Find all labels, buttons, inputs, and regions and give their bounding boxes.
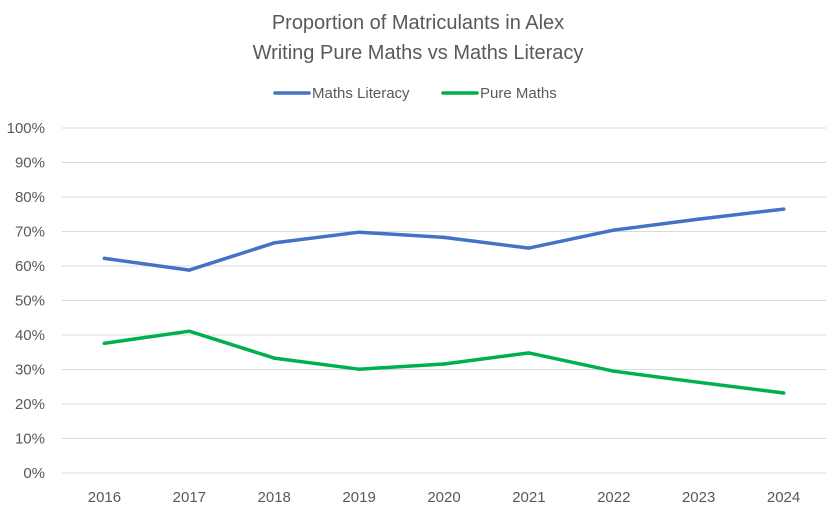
data-point-pure-maths-2018 [272, 356, 276, 360]
gridlines [62, 127, 826, 474]
chart-title-line-2: Writing Pure Maths vs Maths Literacy [253, 42, 584, 64]
data-point-maths-literacy-2023 [696, 217, 701, 221]
y-tick-label: 30% [15, 362, 45, 379]
data-point-maths-literacy-2017 [187, 268, 192, 272]
y-tick-label: 20% [15, 396, 45, 413]
legend-item-maths-literacy: Maths Literacy [273, 85, 410, 102]
data-point-pure-maths-2019 [357, 367, 361, 371]
data-point-maths-literacy-2016 [102, 256, 107, 261]
data-point-pure-maths-2020 [442, 362, 446, 366]
x-tick-label-2024: 2024 [767, 489, 800, 506]
x-tick-label-2016: 2016 [88, 489, 121, 506]
chart-title: Proportion of Matriculants in Alex Writi… [253, 12, 584, 64]
y-tick-label: 10% [15, 431, 45, 448]
y-tick-label: 80% [15, 189, 45, 206]
x-tick-label-2022: 2022 [597, 489, 630, 506]
data-point-maths-literacy-2019 [357, 230, 361, 234]
data-point-pure-maths-2022 [612, 369, 616, 373]
legend-label-maths-literacy: Maths Literacy [312, 85, 410, 102]
x-tick-label-2018: 2018 [258, 489, 291, 506]
data-point-maths-literacy-2021 [527, 246, 531, 250]
series-line-pure-maths [102, 329, 786, 395]
plot-series [102, 207, 786, 395]
data-point-pure-maths-2024 [781, 391, 786, 395]
y-tick-label: 50% [15, 293, 45, 310]
x-tick-label-2017: 2017 [173, 489, 206, 506]
y-axis-tick-labels: 0% 10% 20% 30% 40% 50% 60% 70% 80% 90% 100% [7, 120, 45, 482]
chart-title-line-1: Proportion of Matriculants in Alex [272, 12, 564, 34]
x-tick-label-2019: 2019 [342, 489, 375, 506]
data-point-pure-maths-2021 [527, 351, 531, 355]
data-point-pure-maths-2017 [187, 329, 192, 333]
x-tick-label-2020: 2020 [427, 489, 460, 506]
x-tick-label-2023: 2023 [682, 489, 715, 506]
y-tick-label: 90% [15, 155, 45, 172]
data-point-maths-literacy-2018 [272, 241, 276, 245]
legend-label-pure-maths: Pure Maths [480, 85, 557, 102]
x-axis-tick-labels: 2016 2017 2018 2019 2020 2021 2022 2023 2024 [88, 489, 800, 506]
data-point-maths-literacy-2024 [781, 207, 786, 211]
series-line-maths-literacy [102, 207, 786, 272]
y-tick-label: 0% [23, 465, 45, 482]
y-tick-label: 70% [15, 224, 45, 241]
data-point-pure-maths-2016 [102, 341, 107, 346]
data-point-pure-maths-2023 [696, 380, 701, 385]
data-point-maths-literacy-2020 [442, 235, 446, 240]
y-tick-label: 100% [7, 120, 45, 137]
legend: Maths Literacy Pure Maths [273, 85, 557, 102]
legend-item-pure-maths: Pure Maths [441, 85, 557, 102]
y-tick-label: 60% [15, 258, 45, 275]
x-tick-label-2021: 2021 [512, 489, 545, 506]
data-point-maths-literacy-2022 [612, 228, 616, 232]
y-tick-label: 40% [15, 327, 45, 344]
